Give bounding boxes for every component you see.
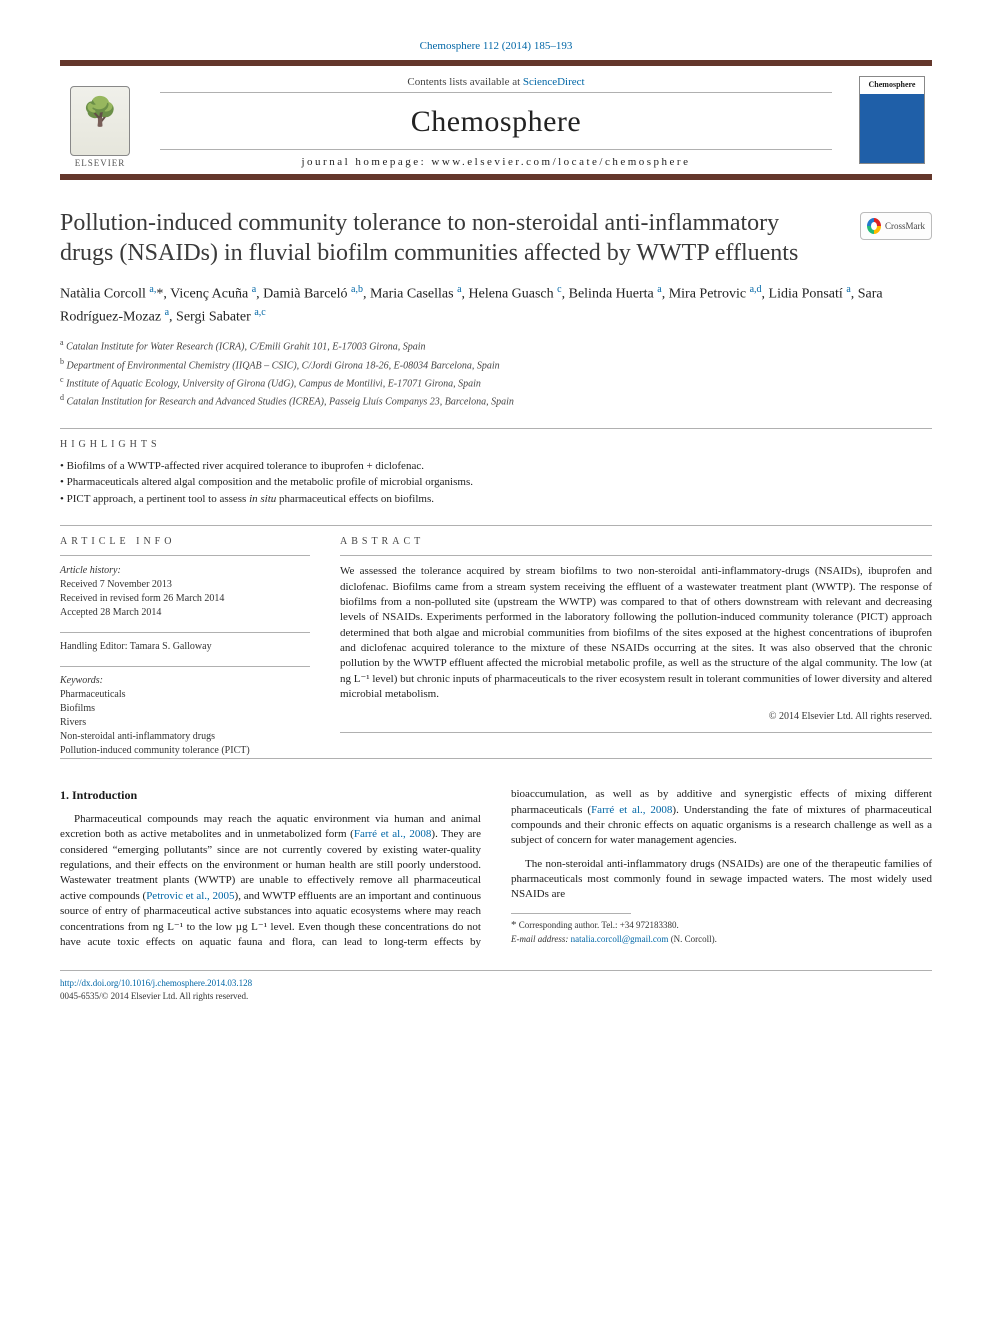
keyword: Non-steroidal anti-inflammatory drugs xyxy=(60,730,310,744)
publisher-logo: ELSEVIER xyxy=(60,66,140,174)
corr-label: Corresponding author. Tel.: +34 97218338… xyxy=(519,920,679,930)
highlight-item: Biofilms of a WWTP-affected river acquir… xyxy=(60,458,932,475)
crossmark-label: CrossMark xyxy=(885,221,925,231)
homepage-pre: journal homepage: xyxy=(302,156,432,168)
journal-homepage: journal homepage: www.elsevier.com/locat… xyxy=(160,149,832,168)
crossmark-icon xyxy=(867,218,881,234)
journal-reference: Chemosphere 112 (2014) 185–193 xyxy=(60,40,932,52)
article-history: Article history: Received 7 November 201… xyxy=(60,564,310,620)
authors: Natàlia Corcoll a,*, Vicenç Acuña a, Dam… xyxy=(60,282,932,327)
keyword: Biofilms xyxy=(60,702,310,716)
affiliation: a Catalan Institute for Water Research (… xyxy=(60,337,932,354)
article-title: Pollution-induced community tolerance to… xyxy=(60,208,820,268)
affiliations: a Catalan Institute for Water Research (… xyxy=(60,337,932,409)
elsevier-tree-icon xyxy=(70,86,130,156)
divider xyxy=(60,555,310,556)
history-label: Article history: xyxy=(60,564,310,578)
corresponding-author-note: * Corresponding author. Tel.: +34 972183… xyxy=(511,913,932,946)
corr-owner: (N. Corcoll). xyxy=(668,934,717,944)
abstract-label: ABSTRACT xyxy=(340,536,932,547)
affiliation: b Department of Environmental Chemistry … xyxy=(60,356,932,373)
intro-heading: 1. Introduction xyxy=(60,787,481,804)
homepage-url[interactable]: www.elsevier.com/locate/chemosphere xyxy=(431,156,690,168)
header-center: Contents lists available at ScienceDirec… xyxy=(140,66,852,174)
history-item: Received in revised form 26 March 2014 xyxy=(60,592,310,606)
highlight-item: PICT approach, a pertinent tool to asses… xyxy=(60,491,932,508)
abstract-copyright: © 2014 Elsevier Ltd. All rights reserved… xyxy=(340,711,932,722)
divider xyxy=(340,555,932,556)
keyword: Pharmaceuticals xyxy=(60,688,310,702)
divider xyxy=(60,758,932,759)
divider xyxy=(60,632,310,633)
keyword: Rivers xyxy=(60,716,310,730)
footer: http://dx.doi.org/10.1016/j.chemosphere.… xyxy=(60,970,932,1002)
journal-cover xyxy=(852,66,932,174)
history-item: Accepted 28 March 2014 xyxy=(60,606,310,620)
affiliation: c Institute of Aquatic Ecology, Universi… xyxy=(60,374,932,391)
divider xyxy=(60,525,932,526)
article-info-label: ARTICLE INFO xyxy=(60,536,310,547)
email-label: E-mail address: xyxy=(511,934,571,944)
issn-copyright: 0045-6535/© 2014 Elsevier Ltd. All right… xyxy=(60,991,248,1001)
body-text: 1. Introduction Pharmaceutical compounds… xyxy=(60,787,932,950)
crossmark-badge[interactable]: CrossMark xyxy=(860,212,932,240)
divider xyxy=(60,428,932,429)
history-item: Received 7 November 2013 xyxy=(60,578,310,592)
abstract-text: We assessed the tolerance acquired by st… xyxy=(340,564,932,703)
corr-email-link[interactable]: natalia.corcoll@gmail.com xyxy=(571,934,669,944)
divider xyxy=(60,666,310,667)
article-info: Article history: Received 7 November 201… xyxy=(60,564,310,758)
keyword: Pollution-induced community tolerance (P… xyxy=(60,744,310,758)
affiliation: d Catalan Institution for Research and A… xyxy=(60,392,932,409)
highlights-list: Biofilms of a WWTP-affected river acquir… xyxy=(60,458,932,508)
body-paragraph: The non-steroidal anti-inflammatory drug… xyxy=(511,857,932,903)
journal-header: ELSEVIER Contents lists available at Sci… xyxy=(60,60,932,180)
highlights-label: HIGHLIGHTS xyxy=(60,439,932,450)
journal-name: Chemosphere xyxy=(140,105,852,139)
journal-ref-link[interactable]: Chemosphere 112 (2014) 185–193 xyxy=(420,40,573,52)
publisher-name: ELSEVIER xyxy=(75,158,126,168)
journal-cover-icon xyxy=(859,76,925,164)
keywords-label: Keywords: xyxy=(60,675,310,686)
keywords: PharmaceuticalsBiofilmsRiversNon-steroid… xyxy=(60,688,310,758)
contents-available: Contents lists available at ScienceDirec… xyxy=(160,76,832,93)
divider xyxy=(340,732,932,733)
contents-available-pre: Contents lists available at xyxy=(407,76,522,88)
highlight-item: Pharmaceuticals altered algal compositio… xyxy=(60,474,932,491)
handling-editor: Handling Editor: Tamara S. Galloway xyxy=(60,641,310,652)
highlights-section: HIGHLIGHTS Biofilms of a WWTP-affected r… xyxy=(60,439,932,508)
sciencedirect-link[interactable]: ScienceDirect xyxy=(523,76,585,88)
doi-link[interactable]: http://dx.doi.org/10.1016/j.chemosphere.… xyxy=(60,978,252,988)
